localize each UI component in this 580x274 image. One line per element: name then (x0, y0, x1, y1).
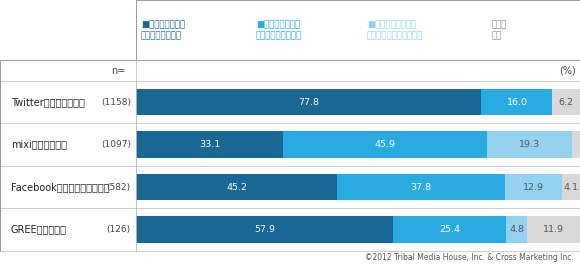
Bar (527, 216, 580, 243)
Text: (582): (582) (107, 182, 131, 192)
Text: 6.2: 6.2 (559, 98, 574, 107)
Text: 45.2: 45.2 (226, 182, 247, 192)
Text: Twitter（ツイッター）: Twitter（ツイッター） (11, 97, 85, 107)
Bar (136, 216, 393, 243)
Text: 25.4: 25.4 (439, 225, 460, 234)
Text: GREE（グリー）: GREE（グリー） (11, 224, 67, 235)
Text: ©2012 Tribal Media House, Inc. & Cross Marketing Inc.: ©2012 Tribal Media House, Inc. & Cross M… (365, 253, 574, 262)
Text: 16.0: 16.0 (506, 98, 527, 107)
Bar (572, 131, 579, 158)
Text: わから
ない: わから ない (491, 21, 507, 40)
Text: (%): (%) (559, 65, 575, 76)
Text: Facebook（フェイスブック）: Facebook（フェイスブック） (11, 182, 110, 192)
Bar (337, 174, 505, 200)
Bar (136, 89, 481, 115)
Text: (1158): (1158) (101, 98, 131, 107)
Bar (506, 216, 527, 243)
Bar (136, 174, 337, 200)
Bar (481, 89, 553, 115)
Text: (1097): (1097) (101, 140, 131, 149)
Bar (562, 174, 580, 200)
Text: ■投稿内容は友達の
　友達まで公開している: ■投稿内容は友達の 友達まで公開している (367, 21, 423, 40)
Text: 45.9: 45.9 (375, 140, 396, 149)
Bar (283, 131, 487, 158)
Text: 57.9: 57.9 (254, 225, 276, 234)
Text: 11.9: 11.9 (543, 225, 564, 234)
Text: 33.1: 33.1 (199, 140, 220, 149)
Text: 4.8: 4.8 (509, 225, 524, 234)
Bar (553, 89, 580, 115)
Bar (505, 174, 562, 200)
Text: mixi（ミクシィ）: mixi（ミクシィ） (11, 139, 67, 150)
Text: 12.9: 12.9 (523, 182, 543, 192)
Bar (487, 131, 572, 158)
Bar (136, 131, 283, 158)
Text: ■投稿内容は全体
　に公開している: ■投稿内容は全体 に公開している (141, 21, 185, 40)
Bar (393, 216, 506, 243)
Text: 19.3: 19.3 (519, 140, 540, 149)
Text: ■投稿内容は友人
　まで公開している: ■投稿内容は友人 まで公開している (256, 21, 302, 40)
Text: 4.1: 4.1 (563, 182, 578, 192)
Text: n=: n= (111, 65, 125, 76)
Text: 37.8: 37.8 (410, 182, 432, 192)
Text: 77.8: 77.8 (298, 98, 320, 107)
Text: (126): (126) (107, 225, 131, 234)
